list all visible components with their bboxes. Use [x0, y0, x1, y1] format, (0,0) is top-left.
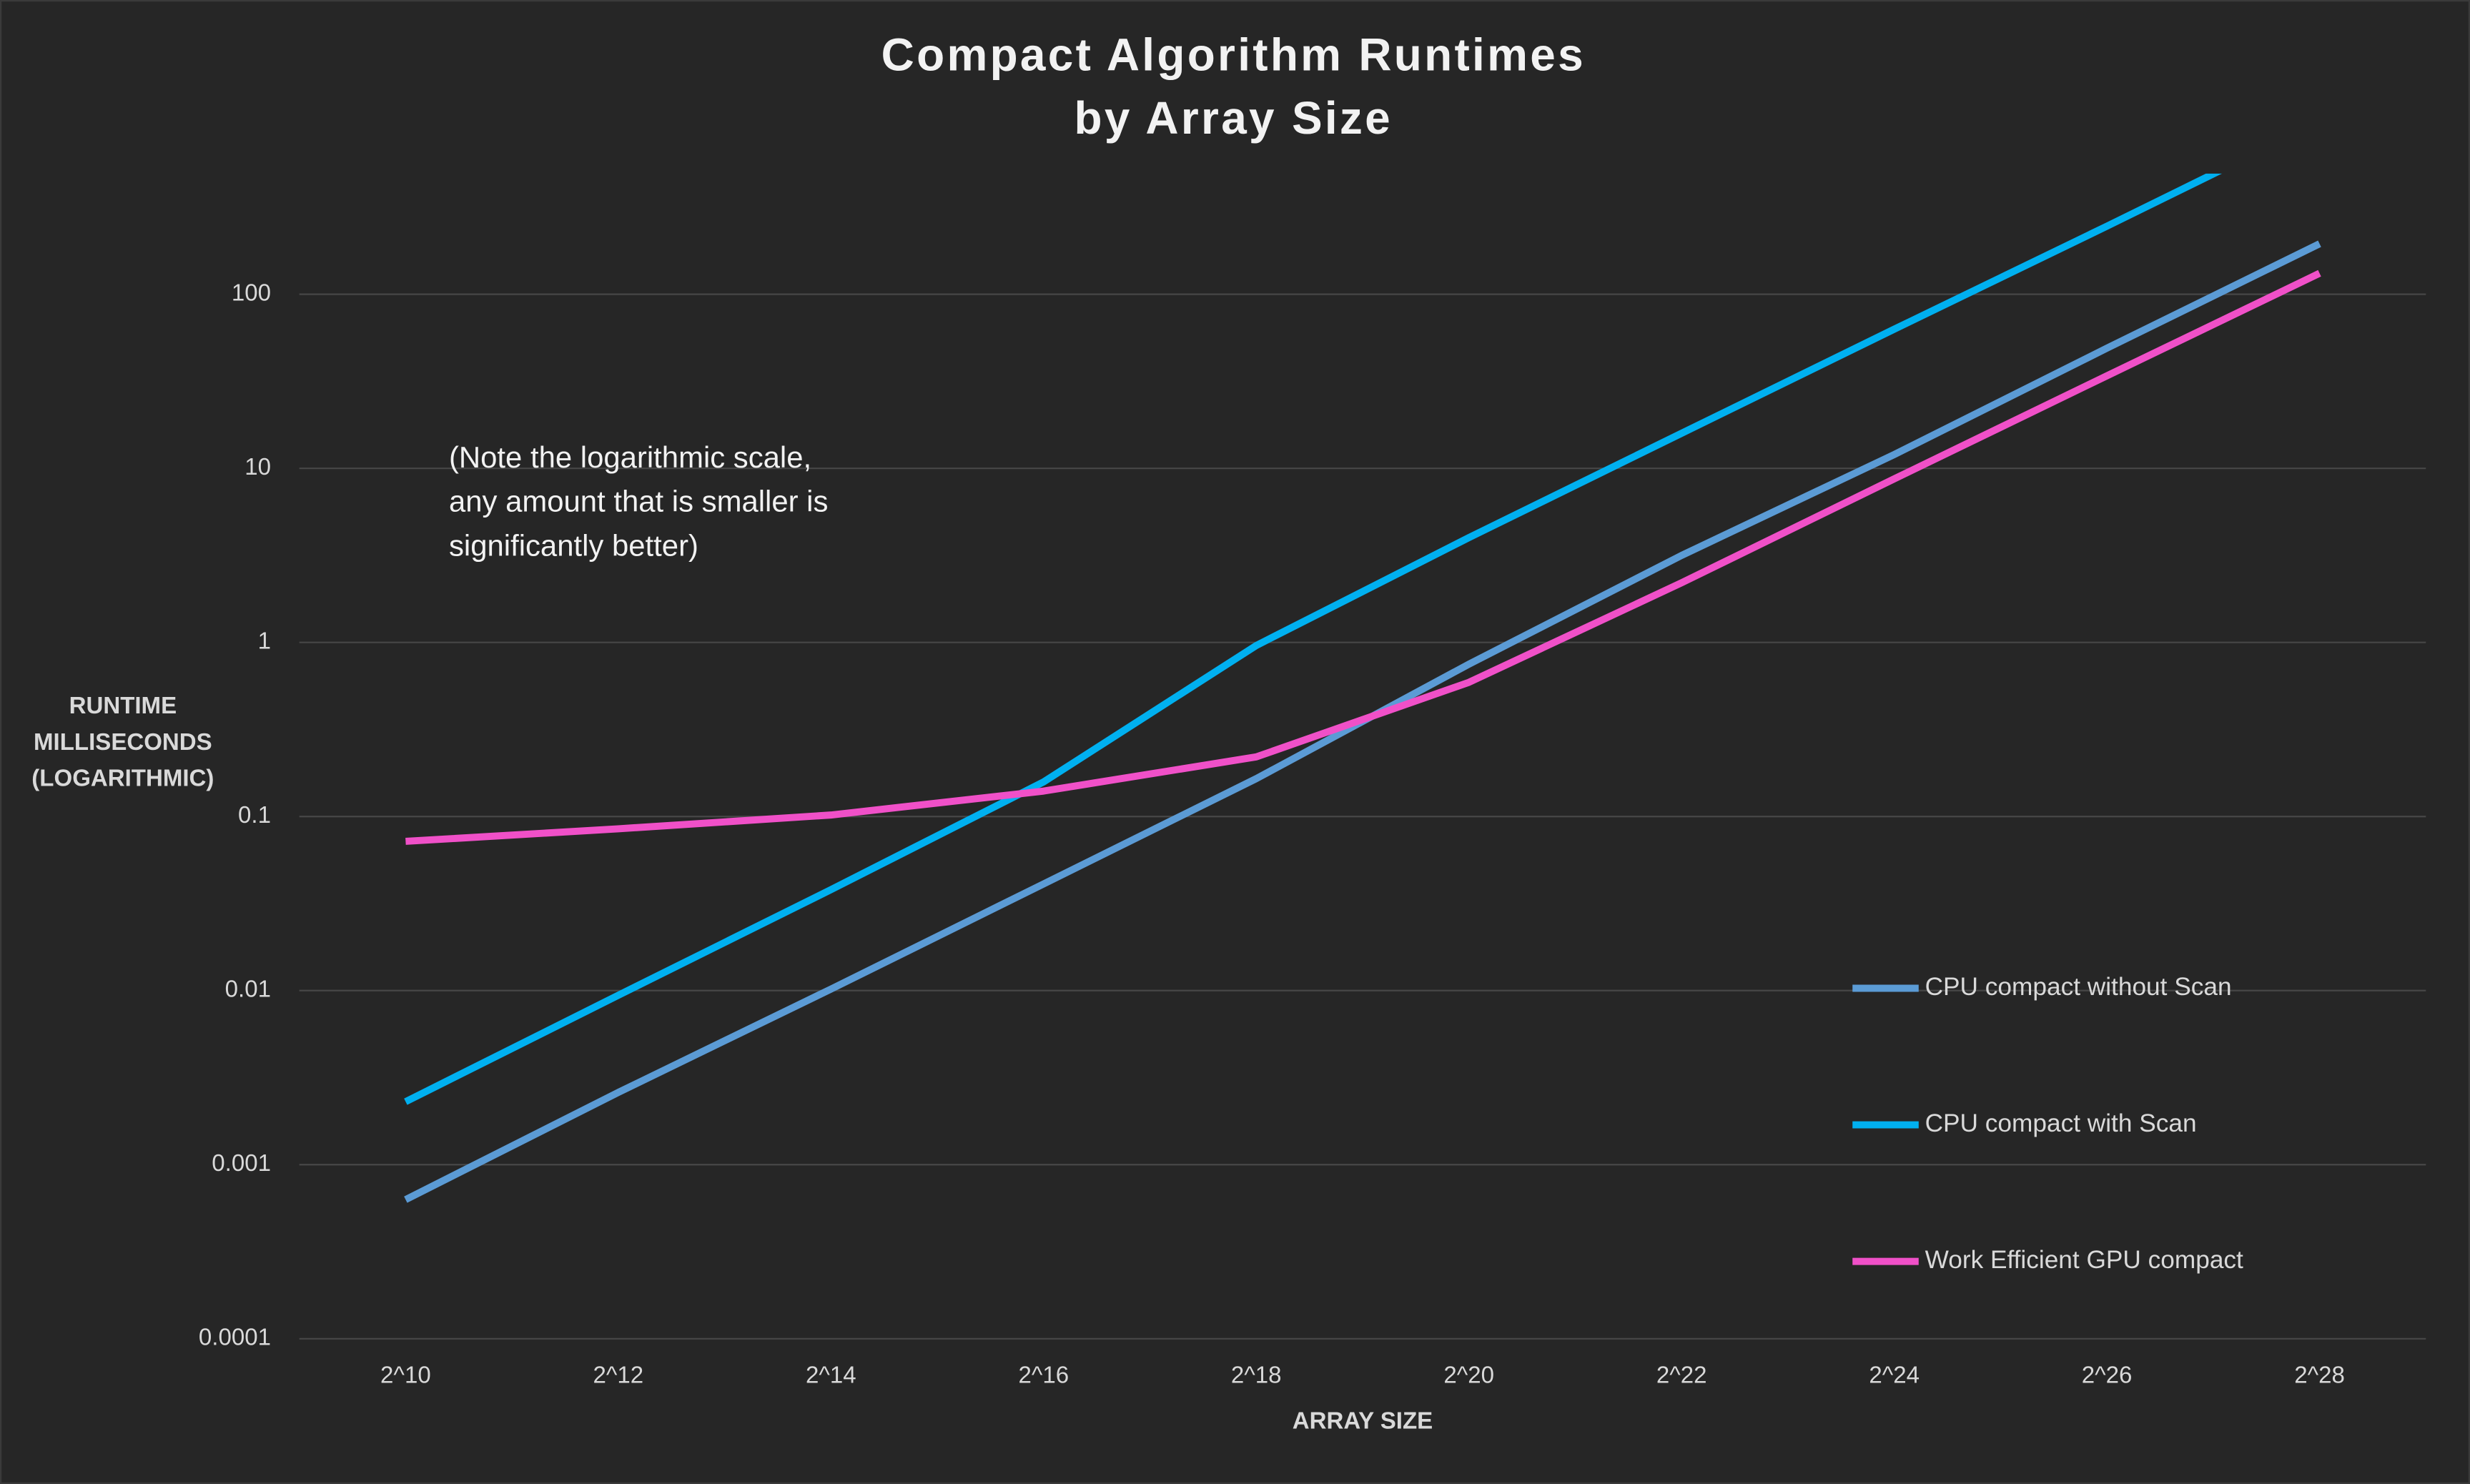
y-tick-label: 0.01 [225, 976, 271, 1002]
y-tick-label: 10 [244, 454, 271, 480]
legend-label: Work Efficient GPU compact [1925, 1246, 2243, 1274]
y-tick-label: 0.001 [212, 1150, 271, 1177]
legend-label: CPU compact with Scan [1925, 1109, 2197, 1137]
y-tick-label: 0.0001 [199, 1325, 271, 1351]
x-tick-label: 2^12 [593, 1362, 644, 1389]
series-line [405, 269, 2321, 845]
x-axis-label: ARRAY SIZE [1293, 1408, 1433, 1435]
x-tick-label: 2^26 [2082, 1362, 2133, 1389]
y-axis-label: (LOGARITHMIC) [31, 766, 214, 792]
annotation: (Note the logarithmic scale, [449, 440, 811, 474]
annotation: any amount that is smaller is [449, 485, 828, 518]
y-axis-label: RUNTIME [69, 693, 177, 719]
x-tick-label: 2^20 [1443, 1362, 1494, 1389]
y-tick-label: 0.1 [238, 802, 271, 828]
chart-title: by Array Size [1075, 92, 1393, 144]
annotation: significantly better) [449, 528, 698, 562]
x-tick-label: 2^18 [1231, 1362, 1282, 1389]
x-tick-label: 2^16 [1018, 1362, 1069, 1389]
x-tick-label: 2^28 [2294, 1362, 2345, 1389]
x-tick-label: 2^10 [380, 1362, 431, 1389]
y-tick-label: 1 [258, 628, 271, 654]
y-tick-label: 100 [232, 280, 271, 306]
chart-title: Compact Algorithm Runtimes [881, 29, 1586, 81]
x-tick-label: 2^14 [806, 1362, 856, 1389]
series-line [404, 173, 2222, 1105]
y-axis-label: MILLISECONDS [34, 729, 212, 756]
x-tick-label: 2^22 [1656, 1362, 1707, 1389]
legend-label: CPU compact without Scan [1925, 973, 2232, 1001]
x-tick-label: 2^24 [1869, 1362, 1920, 1389]
plot-area [404, 173, 2321, 1203]
